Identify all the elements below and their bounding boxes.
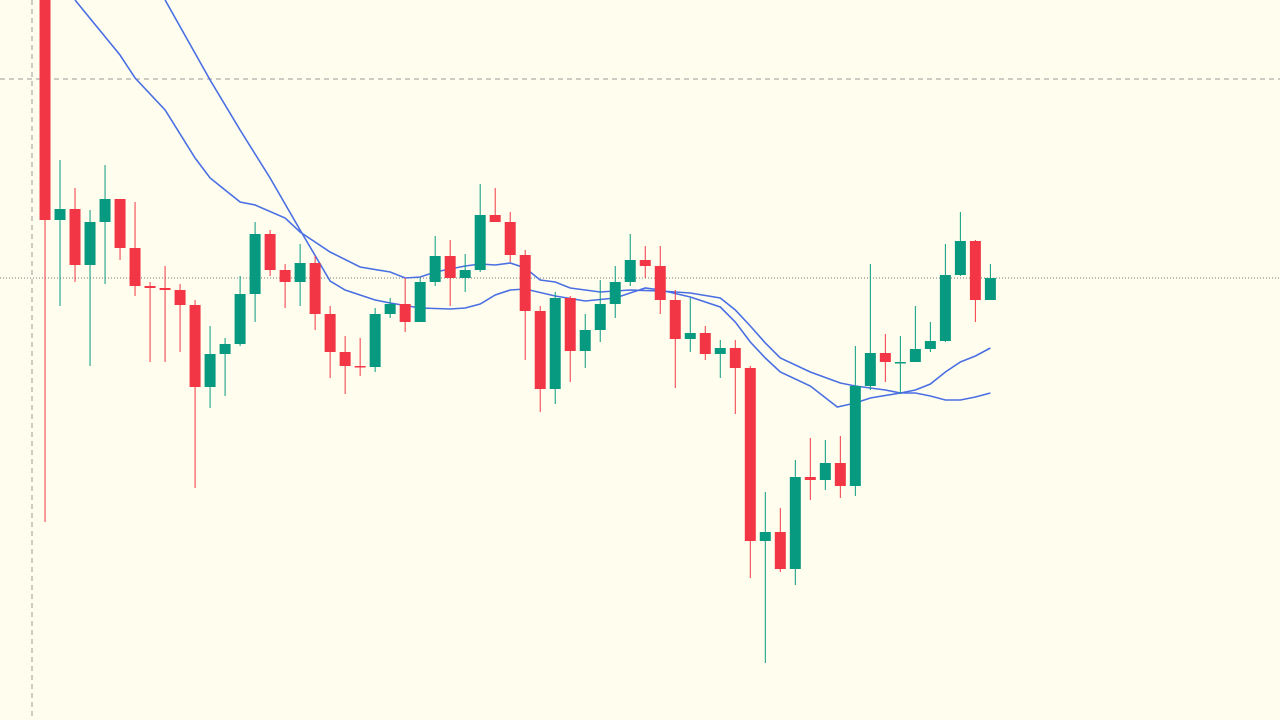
candle-body	[639, 260, 651, 266]
candle-body	[564, 298, 576, 351]
candle-body	[144, 286, 156, 288]
candle-body	[984, 278, 996, 300]
candle-body	[849, 386, 861, 486]
candle-body	[69, 209, 81, 265]
candle-body	[99, 199, 111, 222]
candle-body	[204, 354, 216, 387]
candle-body	[729, 348, 741, 368]
candle-body	[504, 222, 516, 255]
candle-body	[309, 263, 321, 314]
candle-body	[279, 270, 291, 282]
candle-body	[174, 290, 186, 305]
candle-body	[789, 477, 801, 569]
candle-body	[519, 255, 531, 311]
ma-line	[74, 0, 991, 394]
candle-body	[549, 298, 561, 389]
candle-body	[84, 222, 96, 265]
candle-body	[864, 353, 876, 386]
candle-body	[939, 275, 951, 341]
candle-body	[759, 532, 771, 541]
candle-body	[879, 353, 891, 362]
ma-line	[164, 0, 991, 408]
candle-body	[654, 266, 666, 300]
candle-body	[474, 215, 486, 270]
moving-averages	[74, 0, 991, 408]
candle-body	[699, 333, 711, 354]
candle-body	[684, 333, 696, 339]
candle-body	[414, 282, 426, 322]
candle-body	[489, 215, 501, 222]
candle-body	[249, 234, 261, 294]
candle-body	[129, 248, 141, 286]
candle-body	[444, 256, 456, 278]
candle-body	[219, 344, 231, 354]
candle-body	[354, 366, 366, 368]
candle-body	[369, 314, 381, 367]
candle-body	[114, 199, 126, 248]
candle-body	[339, 352, 351, 366]
candle-body	[264, 234, 276, 270]
candle-body	[534, 311, 546, 389]
candle-body	[834, 463, 846, 486]
candle-body	[969, 241, 981, 300]
candle-body	[54, 209, 66, 220]
candle-body	[804, 477, 816, 480]
candle-body	[669, 300, 681, 339]
candle-body	[159, 288, 171, 290]
candle-body	[924, 341, 936, 349]
candle-body	[609, 282, 621, 304]
candle-body	[234, 294, 246, 344]
candle-body	[429, 256, 441, 282]
candle-body	[774, 532, 786, 569]
candle-body	[324, 314, 336, 352]
candle-body	[459, 270, 471, 278]
candle-body	[819, 463, 831, 480]
candle-body	[714, 348, 726, 354]
candle-body	[954, 241, 966, 275]
candle-body	[744, 368, 756, 541]
candle-body	[909, 349, 921, 362]
candle-body	[39, 0, 51, 220]
candle-body	[384, 304, 396, 314]
candle-body	[579, 330, 591, 351]
candle-body	[894, 362, 906, 364]
candle-body	[189, 305, 201, 387]
candles	[39, 0, 996, 663]
candle-body	[624, 260, 636, 282]
candle-body	[594, 304, 606, 330]
candle-body	[294, 263, 306, 282]
candle-body	[399, 304, 411, 322]
